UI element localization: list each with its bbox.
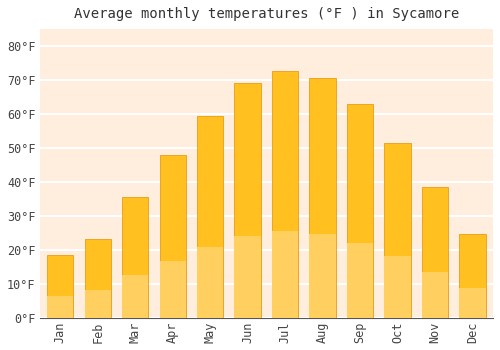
- Bar: [122, 197, 148, 317]
- Bar: [197, 247, 223, 317]
- Bar: [122, 275, 148, 317]
- Bar: [384, 256, 410, 317]
- Bar: [460, 234, 485, 317]
- Title: Average monthly temperatures (°F ) in Sycamore: Average monthly temperatures (°F ) in Sy…: [74, 7, 459, 21]
- Bar: [422, 272, 448, 317]
- Bar: [84, 239, 111, 317]
- Bar: [272, 71, 298, 317]
- Bar: [47, 255, 74, 317]
- Bar: [384, 143, 410, 317]
- Bar: [347, 243, 373, 317]
- Bar: [197, 116, 223, 317]
- Bar: [160, 260, 186, 317]
- Bar: [310, 78, 336, 317]
- Bar: [84, 290, 111, 317]
- Bar: [460, 288, 485, 317]
- Bar: [234, 83, 260, 317]
- Bar: [47, 295, 74, 317]
- Bar: [160, 155, 186, 317]
- Bar: [272, 231, 298, 317]
- Bar: [234, 236, 260, 317]
- Bar: [310, 234, 336, 317]
- Bar: [422, 187, 448, 317]
- Bar: [347, 104, 373, 317]
